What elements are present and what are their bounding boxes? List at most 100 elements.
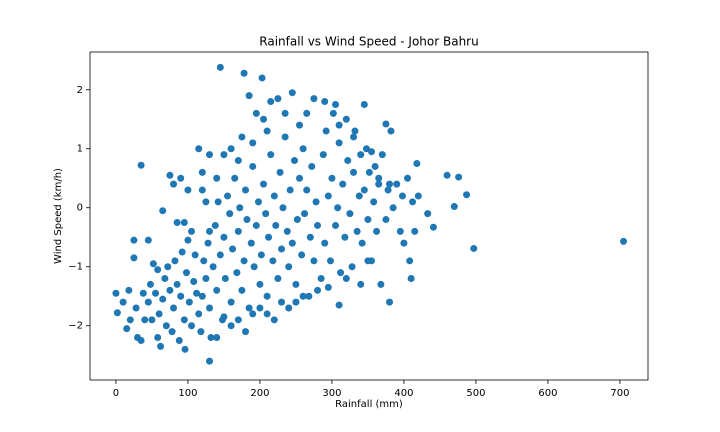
scatter-point — [226, 210, 234, 218]
scatter-point — [398, 192, 406, 200]
scatter-point — [364, 216, 372, 224]
scatter-point — [198, 168, 206, 176]
scatter-point — [195, 145, 203, 153]
scatter-point — [335, 301, 343, 309]
scatter-point — [406, 257, 414, 265]
scatter-point — [216, 63, 224, 71]
scatter-point — [288, 239, 296, 247]
scatter-point — [180, 218, 188, 226]
scatter-point — [139, 289, 147, 297]
scatter-point — [249, 162, 257, 170]
scatter-point — [386, 180, 394, 188]
y-tick-label: −1 — [68, 262, 83, 273]
scatter-point — [279, 204, 287, 212]
scatter-point — [195, 310, 203, 318]
scatter-point — [234, 227, 242, 235]
scatter-point — [206, 227, 214, 235]
scatter-point — [337, 269, 345, 277]
scatter-point — [450, 203, 458, 211]
scatter-point — [249, 139, 257, 147]
scatter-point — [310, 95, 318, 103]
scatter-point — [351, 127, 359, 135]
scatter-point — [303, 186, 311, 194]
scatter-point — [329, 109, 337, 117]
scatter-point — [240, 69, 248, 77]
scatter-point — [238, 133, 246, 141]
scatter-point — [256, 280, 264, 288]
scatter-point — [281, 109, 289, 117]
scatter-point — [214, 198, 222, 206]
scatter-point — [256, 304, 264, 312]
scatter-point — [386, 298, 394, 306]
chart-title: Rainfall vs Wind Speed - Johor Bahru — [259, 35, 478, 49]
scatter-point — [166, 286, 174, 294]
scatter-point — [202, 275, 210, 283]
scatter-point — [236, 204, 244, 212]
scatter-point — [296, 174, 304, 182]
x-tick-label: 200 — [250, 388, 269, 399]
plot-area — [112, 63, 628, 365]
scatter-point — [286, 186, 294, 194]
scatter-point — [470, 244, 478, 252]
scatter-point — [424, 210, 432, 218]
scatter-point — [126, 316, 134, 324]
scatter-point — [180, 316, 188, 324]
scatter-point — [220, 233, 228, 241]
y-tick-label: 0 — [77, 203, 83, 214]
scatter-point — [166, 171, 174, 179]
scatter-point — [355, 192, 363, 200]
scatter-point — [197, 328, 205, 336]
x-tick-label: 500 — [466, 388, 485, 399]
x-tick-label: 0 — [113, 388, 119, 399]
scatter-point — [299, 145, 307, 153]
scatter-point — [357, 280, 365, 288]
scatter-point — [154, 266, 162, 274]
scatter-point — [238, 286, 246, 294]
axes-frame — [89, 51, 649, 381]
scatter-point — [162, 322, 170, 330]
scatter-point — [263, 127, 271, 135]
scatter-point — [148, 316, 156, 324]
scatter-point — [155, 310, 163, 318]
scatter-point — [293, 216, 301, 224]
scatter-point — [202, 198, 210, 206]
scatter-point — [254, 198, 262, 206]
scatter-point — [211, 221, 219, 229]
scatter-point — [413, 159, 421, 167]
scatter-point — [193, 289, 201, 297]
scatter-point — [177, 174, 185, 182]
x-tick-label: 400 — [394, 388, 413, 399]
scatter-point — [213, 334, 221, 342]
scatter-point — [198, 292, 206, 300]
scatter-point — [396, 227, 404, 235]
scatter-point — [370, 198, 378, 206]
scatter-point — [198, 186, 206, 194]
scatter-point — [234, 316, 242, 324]
scatter-point — [270, 192, 278, 200]
scatter-point — [368, 148, 376, 156]
scatter-point — [288, 89, 296, 97]
scatter-point — [234, 157, 242, 165]
scatter-point — [149, 260, 157, 268]
scatter-point — [375, 180, 383, 188]
scatter-point — [341, 233, 349, 241]
scatter-point — [123, 325, 131, 333]
scatter-point — [263, 310, 271, 318]
scatter-point — [334, 204, 342, 212]
scatter-point — [168, 328, 176, 336]
scatter-point — [322, 127, 330, 135]
scatter-point — [303, 109, 311, 117]
scatter-point — [263, 292, 271, 300]
scatter-point — [373, 227, 381, 235]
scatter-point — [326, 257, 334, 265]
scatter-point — [265, 233, 273, 241]
scatter-point — [350, 168, 358, 176]
scatter-point — [414, 192, 422, 200]
scatter-point — [292, 280, 300, 288]
scatter-point — [620, 237, 628, 245]
scatter-point — [350, 133, 358, 141]
scatter-point — [112, 289, 120, 297]
scatter-point — [328, 174, 336, 182]
scatter-point — [227, 322, 235, 330]
